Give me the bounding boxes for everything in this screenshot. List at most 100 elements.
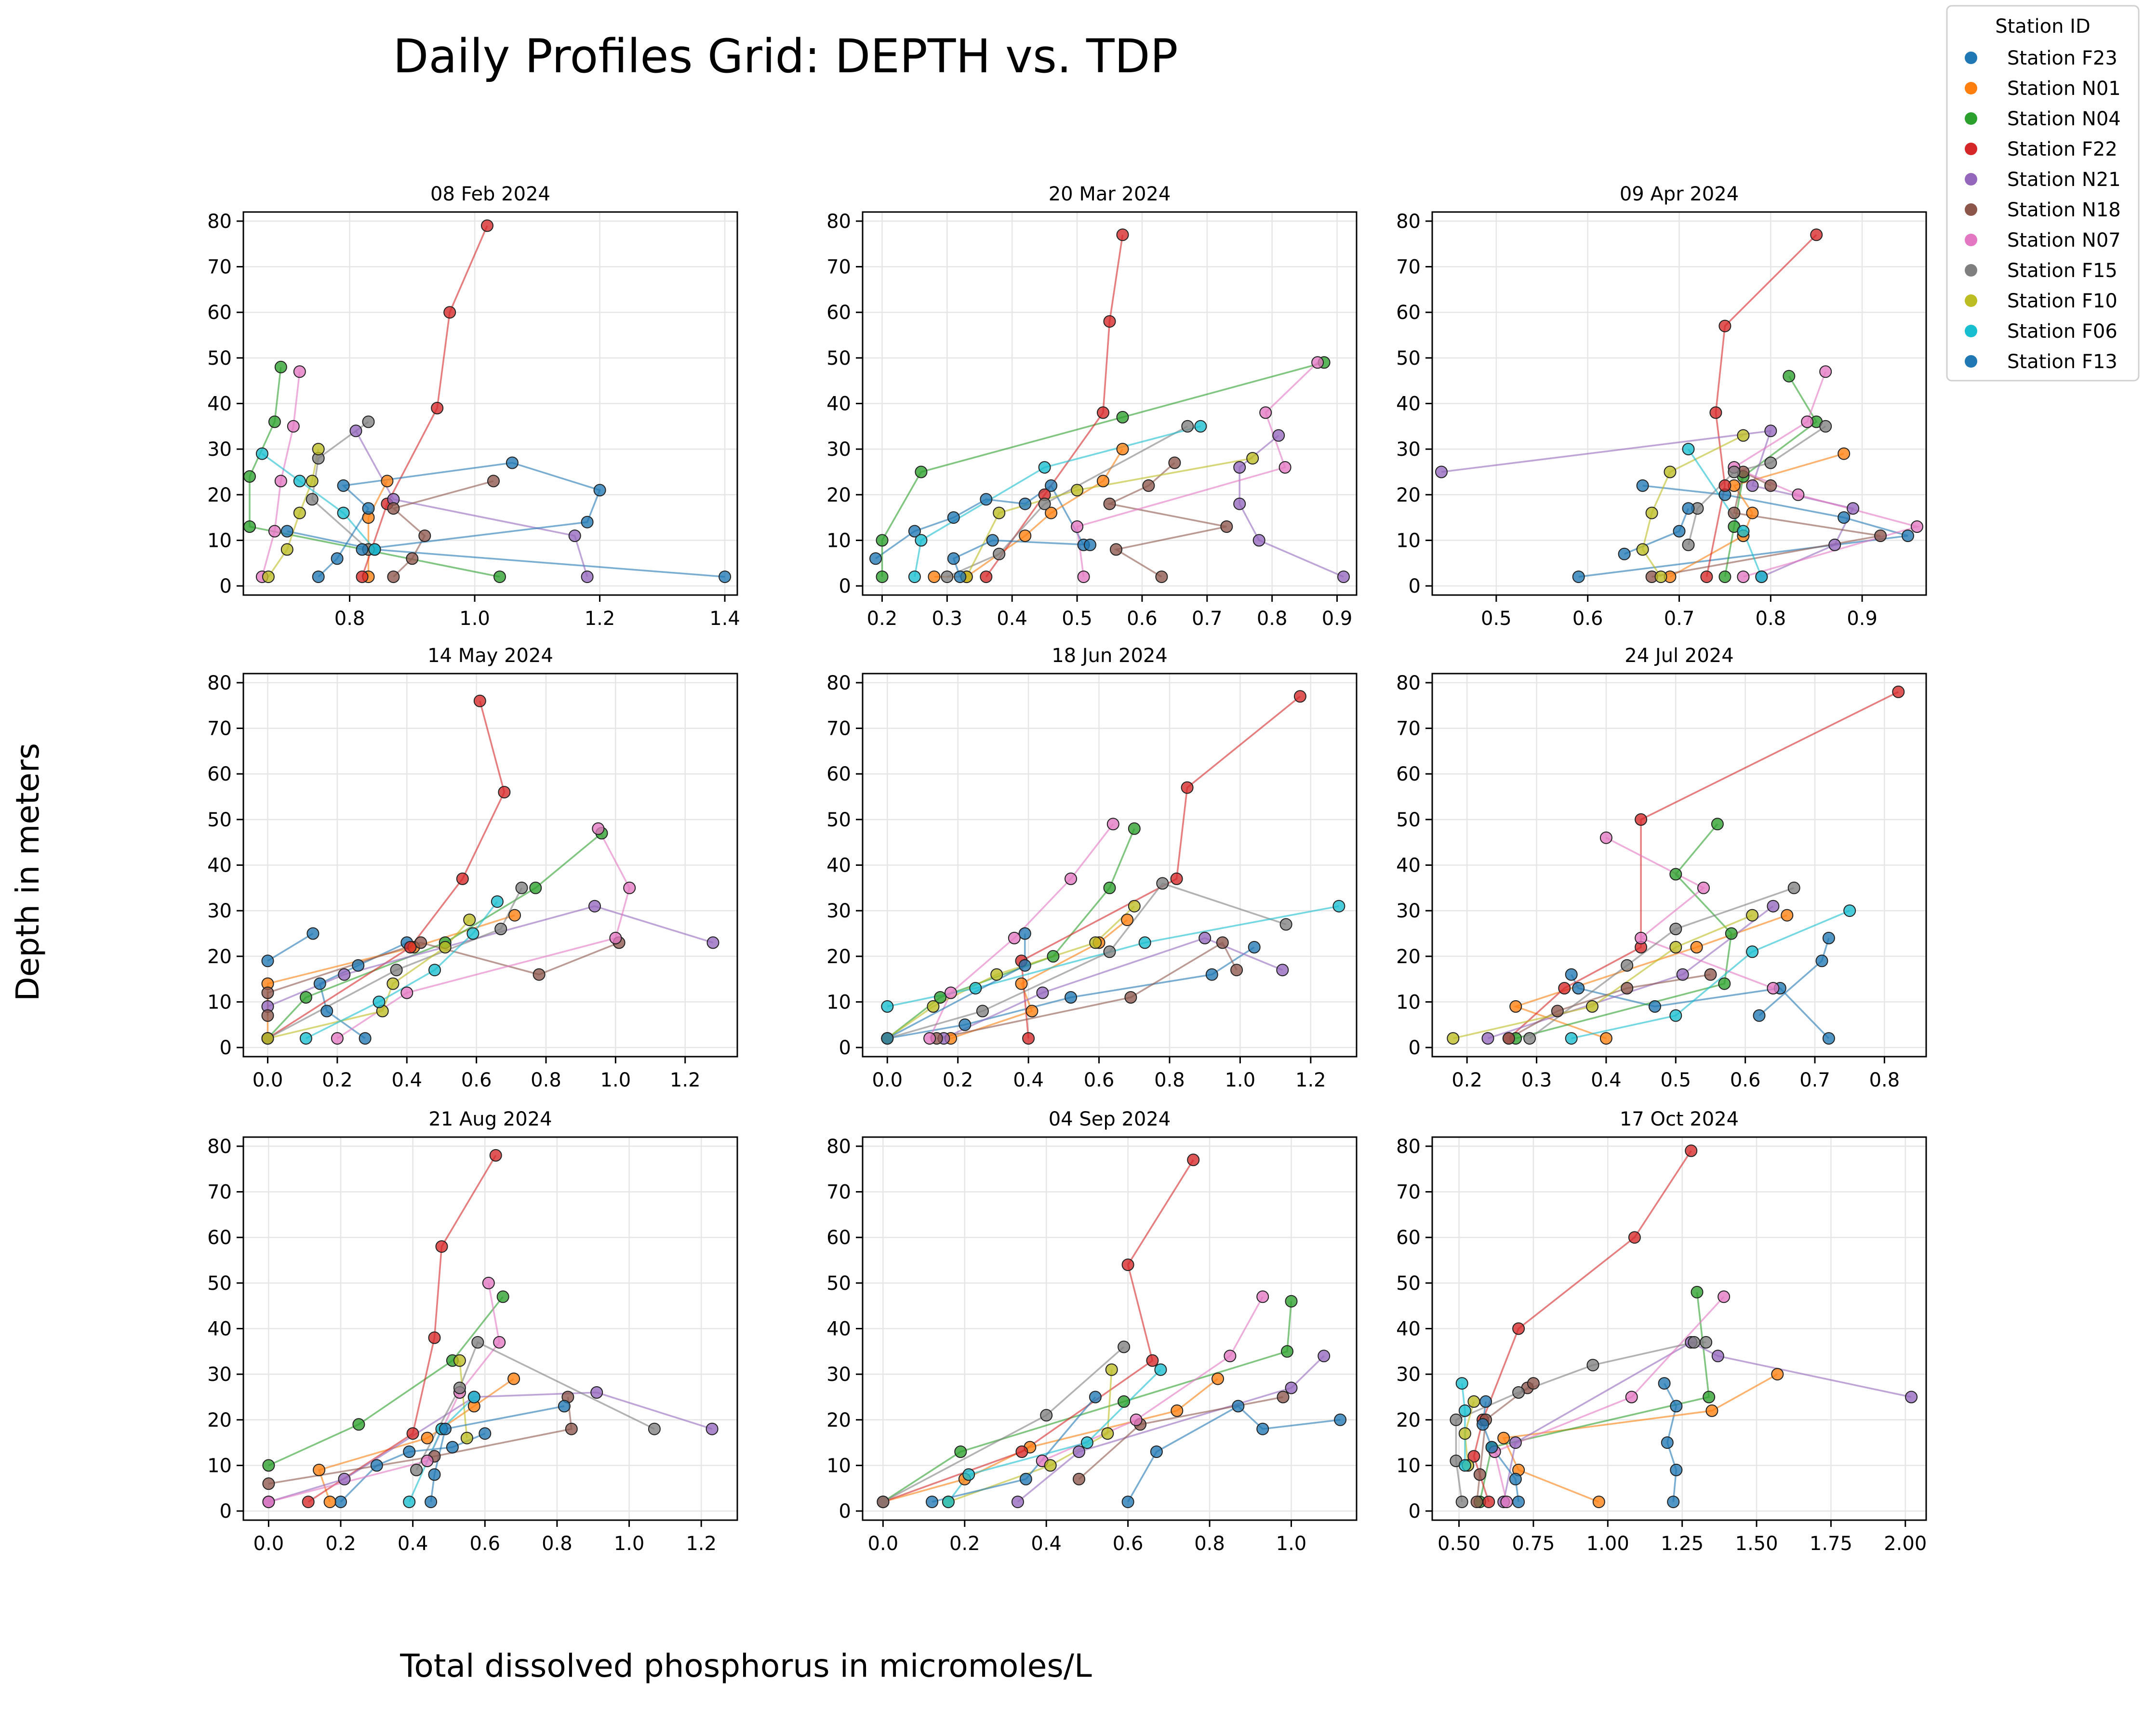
data-point [954, 570, 967, 583]
data-point [1479, 1395, 1492, 1408]
legend-label: Station N18 [2007, 199, 2121, 221]
y-tick-label: 50 [207, 1272, 232, 1295]
data-point [349, 424, 362, 437]
panel-5: 0.0 0.2 0.4 0.6 0.8 1.0 1.2 0 10 20 30 40 50 60 70 80 18… [826, 645, 1358, 1091]
data-point [362, 502, 375, 515]
data-point [1728, 506, 1741, 519]
data-point [581, 570, 594, 583]
data-point [498, 786, 511, 799]
x-tick-label: 1.75 [1810, 1533, 1852, 1555]
data-point [623, 881, 636, 894]
data-point [1071, 484, 1084, 497]
data-point [1670, 1463, 1683, 1476]
data-point [1455, 1377, 1468, 1390]
panel-title: 21 Aug 2024 [428, 1108, 552, 1130]
data-point [268, 525, 281, 538]
data-point [274, 475, 287, 488]
data-point [1746, 479, 1759, 492]
data-point [1838, 447, 1851, 460]
y-tick-label: 0 [220, 1037, 232, 1059]
x-tick-label: 0.4 [1591, 1069, 1622, 1091]
data-point [1150, 1445, 1163, 1458]
y-tick-label: 30 [826, 1364, 851, 1386]
data-point [1767, 900, 1780, 913]
data-point [1481, 1032, 1494, 1045]
data-point [1199, 931, 1212, 944]
data-point [1621, 982, 1634, 994]
series-line [1606, 837, 1774, 989]
x-tick-label: 0.5 [1481, 608, 1512, 630]
data-point [1667, 1496, 1680, 1509]
series-line [355, 430, 588, 577]
x-tick-label: 0.50 [1438, 1533, 1480, 1555]
x-tick-label: 0.4 [1013, 1069, 1044, 1091]
data-point [439, 941, 452, 954]
data-point [1669, 868, 1682, 881]
data-point [506, 456, 519, 469]
x-tick-label: 0.4 [997, 608, 1027, 630]
data-point [1246, 452, 1259, 465]
y-tick-label: 50 [207, 347, 232, 370]
data-point [1276, 964, 1289, 977]
x-tick-label: 1.0 [614, 1533, 645, 1555]
data-point [876, 570, 889, 583]
series-line [261, 453, 375, 550]
data-point [1103, 497, 1116, 510]
y-tick-label: 20 [1396, 484, 1421, 506]
data-point [1497, 1431, 1510, 1444]
data-point [320, 1005, 333, 1018]
figure-xlabel: Total dissolved phosphorus in micromoles… [400, 1647, 1092, 1684]
data-point [648, 1422, 661, 1435]
data-point [494, 923, 507, 935]
y-tick-label: 40 [1396, 393, 1421, 415]
data-point [959, 1018, 972, 1031]
legend-label: Station F06 [2007, 320, 2117, 343]
data-point [593, 484, 606, 497]
data-point [1682, 443, 1695, 456]
data-point [1676, 968, 1689, 981]
data-point [1728, 465, 1741, 478]
data-point [1892, 685, 1905, 698]
data-point [1019, 1472, 1032, 1485]
y-tick-label: 20 [207, 1409, 232, 1431]
legend-label: Station F13 [2007, 351, 2117, 373]
series-line [1452, 914, 1753, 1039]
legend-marker [1965, 264, 1977, 277]
series-line [1529, 887, 1795, 1039]
legend-box [1946, 5, 2140, 382]
y-tick-label: 60 [826, 302, 851, 324]
data-point [1124, 991, 1137, 1004]
data-point [1106, 818, 1119, 831]
panel-1: 0.8 1.0 1.2 1.4 0 10 20 30 40 50 60 70 80 08 Feb 2024 [207, 183, 740, 630]
y-tick-label: 70 [207, 256, 232, 278]
x-tick-label: 0.4 [391, 1069, 422, 1091]
data-point [453, 1381, 466, 1394]
y-tick-label: 50 [1396, 347, 1421, 370]
data-point [1718, 319, 1731, 332]
data-point [926, 1496, 938, 1509]
data-point [261, 1009, 274, 1022]
data-point [262, 1477, 275, 1490]
legend-marker [1965, 173, 1977, 186]
data-point [1704, 968, 1717, 981]
x-tick-label: 0.2 [867, 608, 898, 630]
data-point [261, 986, 274, 999]
x-tick-label: 0.8 [1194, 1533, 1225, 1555]
x-tick-label: 0.2 [322, 1069, 353, 1091]
data-point [1473, 1468, 1486, 1481]
data-point [1551, 1005, 1564, 1018]
data-point [1711, 818, 1724, 831]
x-tick-label: 0.0 [253, 1533, 284, 1555]
data-point [1697, 881, 1710, 894]
data-point [980, 493, 993, 506]
data-point [1073, 1445, 1085, 1458]
data-point [1285, 1295, 1298, 1308]
panel-3: 0.5 0.6 0.7 0.8 0.9 0 10 20 30 40 50 60 70 80 09 Apr 2… [1396, 183, 1927, 630]
data-point [356, 570, 369, 583]
data-point [479, 1427, 492, 1440]
data-point [463, 914, 476, 927]
y-tick-label: 30 [207, 1364, 232, 1386]
y-tick-label: 60 [207, 763, 232, 785]
data-point [334, 1496, 347, 1509]
series-line [1017, 1355, 1325, 1503]
